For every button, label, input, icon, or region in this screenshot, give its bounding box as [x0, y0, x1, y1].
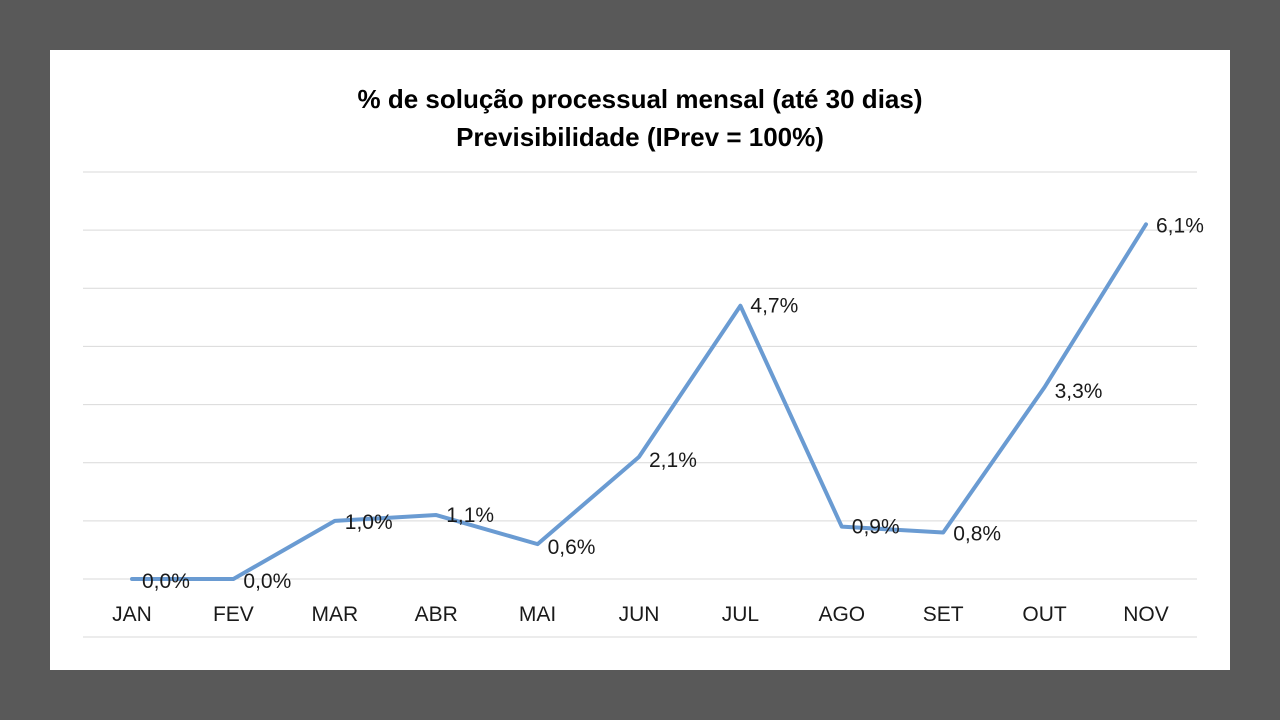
x-tick-label: NOV — [1123, 603, 1169, 626]
x-axis-ticks: JAN FEV MAR ABR MAI JUN JUL AGO SET OUT NOV — [112, 603, 1169, 626]
x-tick-label: JUN — [619, 603, 660, 626]
chart-title: % de solução processual mensal (até 30 d… — [357, 84, 922, 114]
data-label: 4,7% — [750, 295, 798, 318]
data-label: 1,1% — [446, 504, 494, 527]
x-tick-label: FEV — [213, 603, 254, 626]
data-label: 1,0% — [345, 511, 393, 534]
data-label: 6,1% — [1156, 214, 1204, 237]
data-label: 0,0% — [243, 570, 291, 593]
data-label: 0,8% — [953, 522, 1001, 545]
series-line — [130, 222, 1148, 581]
x-tick-label: OUT — [1022, 603, 1067, 626]
data-label: 0,6% — [548, 536, 596, 559]
x-tick-label: ABR — [415, 603, 458, 626]
data-label: 0,9% — [852, 516, 900, 539]
chart-panel: % de solução processual mensal (até 30 d… — [50, 50, 1230, 670]
line-chart: % de solução processual mensal (até 30 d… — [83, 84, 1204, 638]
gridlines — [83, 171, 1197, 638]
data-label: 0,0% — [142, 570, 190, 593]
data-label: 2,1% — [649, 449, 697, 472]
series-line-layer — [130, 222, 1148, 581]
data-label: 3,3% — [1055, 380, 1103, 403]
x-tick-label: SET — [923, 603, 964, 626]
x-tick-label: JAN — [112, 603, 152, 626]
data-labels: 0,0% 0,0% 1,0% 1,1% 0,6% 2,1% 4,7% 0,9% 0,8% 3,3%… — [142, 214, 1204, 593]
x-tick-label: JUL — [722, 603, 759, 626]
x-tick-label: MAI — [519, 603, 556, 626]
x-tick-label: MAR — [311, 603, 358, 626]
chart-subtitle: Previsibilidade (IPrev = 100%) — [456, 122, 824, 152]
x-tick-label: AGO — [818, 603, 865, 626]
